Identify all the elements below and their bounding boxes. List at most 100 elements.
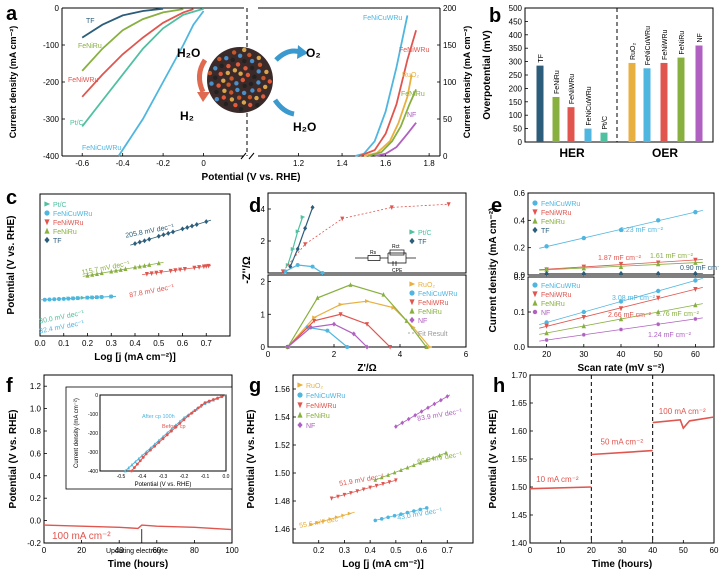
data-point [133, 241, 137, 247]
data-point [444, 450, 448, 455]
legend-label: FeNiCuWRu [541, 201, 580, 208]
data-point [182, 267, 187, 272]
x-tick-label: 0.4 [365, 546, 377, 555]
data-point [406, 416, 411, 422]
data-point [386, 515, 390, 520]
data-point [156, 233, 161, 239]
data-point [347, 511, 352, 516]
inset-data-point [149, 446, 152, 450]
legend-marker [409, 290, 415, 296]
x-axis-label: Scan rate (mV s⁻²) [578, 363, 665, 374]
data-point [329, 496, 334, 501]
h2-label: H₂ [180, 109, 194, 123]
legend-label: FeNiRu [418, 309, 442, 316]
legend-marker [532, 309, 538, 315]
series-label-her: FeNiCuWRu [82, 145, 121, 152]
data-point [348, 282, 353, 287]
data-point [310, 204, 315, 210]
data-point [109, 268, 114, 274]
data-point [204, 264, 209, 269]
y-tick-label: -200 [43, 78, 60, 87]
legend-label: Pt/C [53, 202, 67, 209]
bar [584, 128, 592, 142]
catalyst-particle-icon [237, 95, 242, 100]
legend-label: FeNiRu [53, 229, 77, 236]
data-point [405, 465, 410, 470]
y-tick-label: 300 [509, 58, 523, 67]
y-tick-label: 1.50 [511, 483, 527, 492]
legend-marker [532, 226, 538, 234]
series-line-her [117, 10, 205, 157]
inset-data-point [165, 433, 169, 437]
x-tick-label: 0.6 [416, 546, 428, 555]
x-tick-label: 0 [201, 159, 206, 168]
data-point [192, 265, 197, 271]
data-point [118, 267, 123, 272]
axis-break-mark [240, 152, 247, 160]
catalyst-particle-icon [245, 72, 251, 78]
x-tick-label: 1.8 [424, 159, 436, 168]
x-tick-label: -0.6 [75, 159, 89, 168]
y-axis-label-right: Current density (mA cm⁻²) [462, 26, 472, 138]
data-point [693, 287, 698, 293]
capacitance-annotation: 2.66 mF cm⁻² [608, 312, 652, 319]
inset-data-point [220, 395, 224, 398]
h2o-left-label: H₂O [177, 46, 200, 60]
series-line-oer [354, 15, 409, 157]
bar-category-label: TF [538, 54, 545, 63]
updating-label: Updating electrolyte [106, 548, 168, 555]
y-tick-label: 500 [509, 4, 523, 13]
x-tick-label: 30 [618, 546, 627, 555]
y-axis-label: Current density (mA cm⁻²) [488, 208, 499, 333]
y-tick-label: -400 [43, 152, 60, 161]
data-point [85, 295, 90, 300]
data-point [300, 215, 306, 219]
data-point [365, 299, 370, 304]
data-point [315, 520, 320, 525]
legend-label: Fit Result [418, 331, 448, 338]
y-tick-label: 1.55 [511, 455, 527, 464]
y-axis-label: Potential (V vs. RHE) [6, 216, 17, 315]
circuit-label: Rs [370, 250, 377, 256]
y-tick-label: 250 [509, 71, 523, 80]
x-tick-label: 0.3 [106, 339, 118, 348]
data-point [66, 296, 71, 301]
legend-label: FeNiCuWRu [306, 393, 345, 400]
data-point [544, 244, 549, 249]
legend-marker [297, 392, 303, 398]
x-tick-label: 1.2 [293, 159, 305, 168]
data-point [109, 294, 114, 299]
inset-x-tick-label: -0.1 [201, 474, 210, 480]
x-tick-label: 0.2 [313, 546, 325, 555]
data-point [99, 270, 104, 276]
x-tick-label: 0 [528, 546, 533, 555]
y-tick-label-top: 0.0 [514, 271, 526, 280]
data-point [361, 487, 366, 492]
data-point [618, 270, 624, 277]
series-line-oer [359, 29, 417, 157]
inset-data-point [216, 396, 220, 400]
x-tick-label: 0.5 [390, 546, 402, 555]
inset-data-point [207, 399, 211, 403]
legend-marker [532, 299, 538, 306]
series-curve [287, 284, 427, 348]
data-point [156, 260, 161, 266]
legend-marker [532, 209, 538, 216]
data-point [194, 222, 199, 228]
data-point [544, 270, 549, 277]
series-label-oer: NF [407, 112, 416, 119]
x-axis-label: Potential (V vs. RHE) [202, 172, 301, 183]
data-point [185, 224, 190, 230]
legend-marker [297, 411, 303, 418]
data-point [387, 480, 392, 485]
legend-marker [532, 200, 538, 206]
bar [552, 96, 560, 142]
inset-after-label: After cp 100h [142, 414, 175, 420]
x-tick-label: 60 [710, 546, 719, 555]
x-tick-label: 0.2 [82, 339, 94, 348]
catalyst-particle-icon [238, 71, 243, 76]
step-label: 50 mA cm⁻² [601, 438, 644, 447]
legend-marker [44, 210, 50, 216]
data-point [439, 397, 443, 403]
